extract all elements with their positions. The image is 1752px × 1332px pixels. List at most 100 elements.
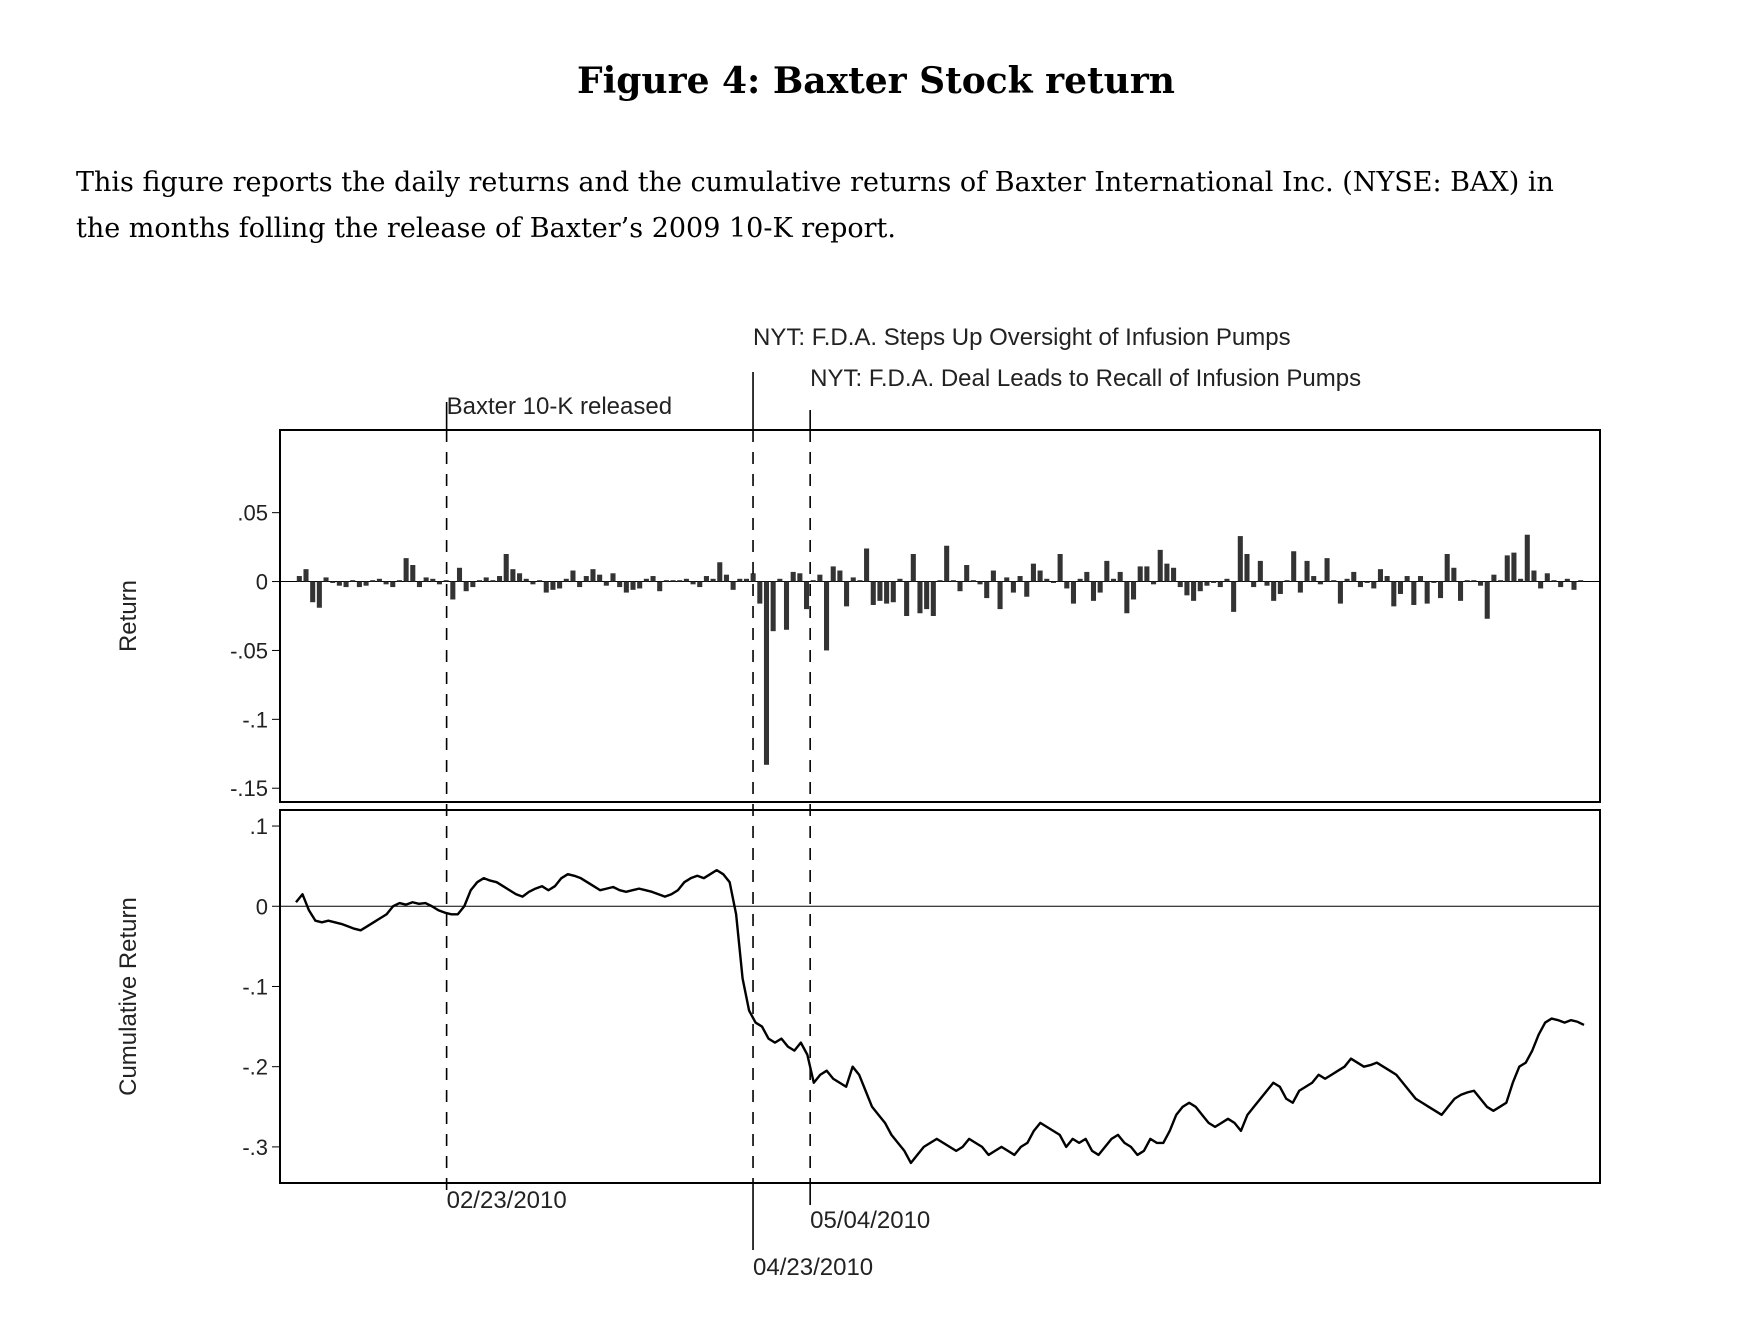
return-bar bbox=[303, 569, 309, 582]
return-bar bbox=[310, 581, 316, 603]
return-bar bbox=[1184, 581, 1190, 596]
return-bar bbox=[1104, 560, 1110, 582]
return-bar bbox=[543, 581, 549, 593]
return-bar bbox=[1337, 581, 1343, 604]
return-bar bbox=[884, 581, 890, 604]
return-bar bbox=[316, 581, 322, 608]
return-bar bbox=[824, 581, 830, 651]
return-bar bbox=[897, 578, 903, 582]
return-bar bbox=[603, 581, 609, 586]
return-bar bbox=[390, 581, 396, 588]
return-bar bbox=[1431, 581, 1437, 583]
return-bar bbox=[1578, 580, 1584, 582]
return-bar bbox=[563, 578, 569, 582]
return-bar bbox=[1364, 581, 1370, 583]
figure-title: Figure 4: Baxter Stock return bbox=[577, 60, 1175, 102]
return-bar bbox=[910, 554, 916, 582]
return-bar bbox=[370, 580, 376, 582]
return-bar bbox=[1097, 581, 1103, 593]
return-bar bbox=[323, 577, 329, 582]
return-bar bbox=[1404, 576, 1410, 582]
return-bar bbox=[623, 581, 629, 593]
return-bar bbox=[890, 581, 896, 603]
return-bar bbox=[1297, 581, 1303, 593]
cumulative-ytick-label: .1 bbox=[250, 814, 268, 839]
return-bar bbox=[1224, 578, 1230, 582]
return-bar bbox=[757, 581, 763, 604]
return-bar bbox=[937, 580, 943, 582]
return-bar bbox=[570, 570, 576, 582]
return-bar bbox=[1424, 581, 1430, 604]
return-bar bbox=[430, 578, 436, 582]
return-bar bbox=[844, 581, 850, 607]
cumulative-plot-frame bbox=[279, 809, 1601, 1184]
return-bar bbox=[1384, 576, 1390, 582]
return-bar bbox=[797, 573, 803, 582]
return-bar bbox=[1324, 558, 1330, 582]
return-bar bbox=[1471, 580, 1477, 582]
return-bar bbox=[643, 578, 649, 582]
return-bar bbox=[850, 577, 856, 582]
return-bar bbox=[870, 581, 876, 605]
cumulative-ytick-label: -.3 bbox=[242, 1135, 268, 1160]
return-bar bbox=[1458, 581, 1464, 601]
return-bar bbox=[483, 577, 489, 582]
return-bar bbox=[1110, 578, 1117, 582]
return-bar bbox=[817, 574, 823, 582]
return-bar bbox=[497, 576, 503, 582]
return-bar bbox=[416, 581, 422, 588]
return-bar bbox=[650, 576, 656, 582]
return-bar bbox=[1211, 581, 1217, 583]
return-bar bbox=[590, 569, 596, 582]
return-bar bbox=[1544, 573, 1550, 582]
return-bar bbox=[510, 569, 516, 582]
cumulative-ytick-label: -.2 bbox=[242, 1055, 268, 1080]
return-bar bbox=[1437, 581, 1444, 599]
return-bar bbox=[1518, 578, 1524, 582]
return-bar bbox=[783, 581, 790, 630]
return-bar bbox=[1024, 581, 1030, 597]
return-bar bbox=[1251, 581, 1257, 588]
return-bar bbox=[1344, 578, 1350, 582]
return-bar bbox=[1311, 576, 1317, 582]
return-bar bbox=[1237, 536, 1243, 582]
cumulative-ytick-label: -.1 bbox=[242, 974, 268, 999]
return-bar bbox=[530, 581, 536, 585]
event-label: NYT: F.D.A. Steps Up Oversight of Infusi… bbox=[753, 324, 1291, 351]
return-bar bbox=[503, 554, 509, 582]
return-bar bbox=[990, 570, 996, 582]
return-bar bbox=[436, 581, 443, 585]
cumulative-y-axis-label: Cumulative Return bbox=[115, 897, 142, 1096]
return-bar bbox=[1137, 566, 1143, 582]
caption-line-1: This figure reports the daily returns an… bbox=[76, 167, 1554, 198]
return-bar bbox=[1044, 578, 1050, 582]
return-bar bbox=[1444, 554, 1450, 582]
return-bar bbox=[717, 562, 723, 582]
return-bar bbox=[1564, 578, 1570, 582]
return-bar bbox=[770, 581, 776, 632]
event-label: Baxter 10-K released bbox=[447, 393, 672, 420]
return-bar bbox=[1117, 571, 1123, 582]
return-bar bbox=[1478, 581, 1484, 586]
returns-y-axis-label: Return bbox=[115, 580, 142, 652]
return-bar bbox=[1004, 577, 1010, 582]
return-bar bbox=[984, 581, 990, 599]
return-bar bbox=[296, 576, 302, 582]
return-bar bbox=[550, 581, 556, 590]
return-bar bbox=[1304, 560, 1310, 582]
return-bar bbox=[376, 578, 382, 582]
return-bar bbox=[610, 573, 616, 582]
return-bar bbox=[737, 578, 743, 582]
return-bar bbox=[924, 581, 930, 610]
return-bar bbox=[1558, 581, 1564, 588]
return-bar bbox=[803, 581, 810, 610]
returns-ytick-label: -.15 bbox=[230, 776, 268, 801]
return-bar bbox=[1371, 581, 1377, 589]
return-bar bbox=[1064, 581, 1070, 589]
cumulative-return-line bbox=[295, 868, 1585, 1165]
return-bar bbox=[1264, 581, 1270, 586]
return-bar bbox=[597, 574, 603, 582]
return-bar bbox=[1551, 580, 1557, 582]
return-bar bbox=[663, 580, 669, 582]
return-bar bbox=[1524, 534, 1530, 582]
